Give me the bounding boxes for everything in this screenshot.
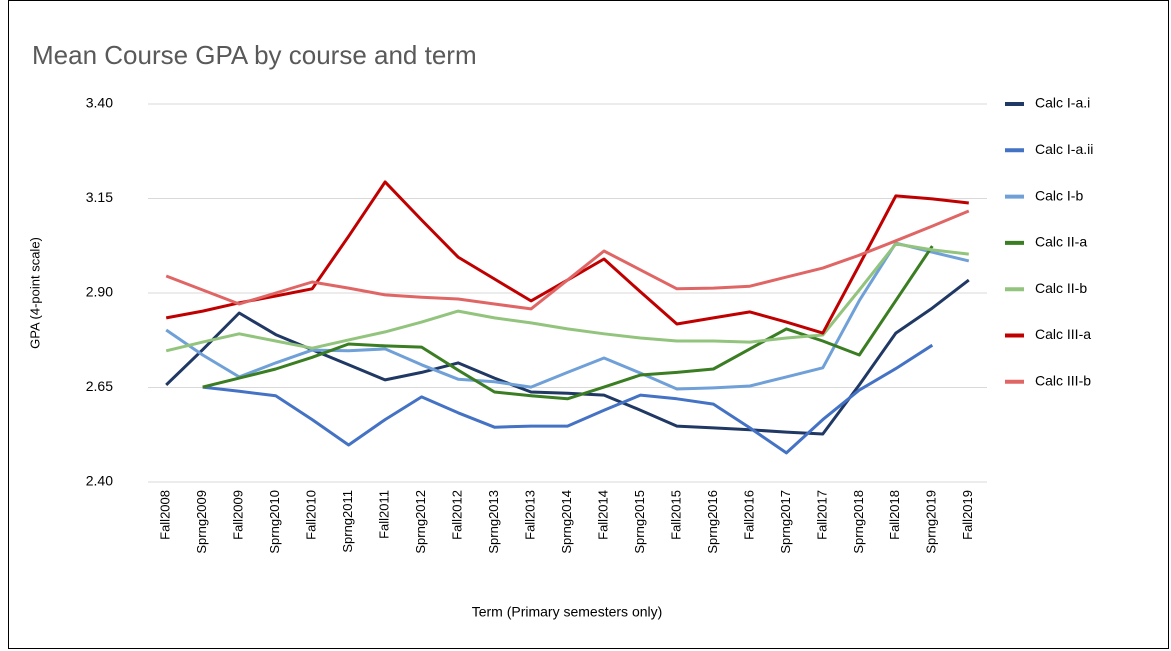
series-line (165, 209, 970, 311)
chart-title: Mean Course GPA by course and term (32, 40, 477, 70)
x-tick-label: Sprng2017 (778, 490, 793, 554)
legend-label: Calc III-a (1035, 326, 1091, 342)
x-tick-label: Sprng2015 (632, 490, 647, 554)
x-tick-label: Fall2019 (960, 490, 975, 540)
x-tick-label: Fall2014 (595, 490, 610, 540)
legend-label: Calc I-b (1035, 187, 1083, 203)
x-tick-label: Sprng2018 (851, 490, 866, 554)
x-tick-label: Fall2011 (377, 490, 392, 539)
x-tick-label: Sprng2013 (486, 490, 501, 554)
series-line (165, 242, 969, 353)
x-tick-label: Fall2018 (887, 490, 902, 540)
y-tick-label: 2.40 (86, 473, 113, 489)
x-axis-title: Term (Primary semesters only) (472, 604, 663, 620)
legend-label: Calc I-a.i (1035, 95, 1090, 111)
x-tick-label: Fall2012 (450, 490, 465, 540)
x-tick-label: Fall2009 (231, 490, 246, 540)
x-tick-label: Sprng2010 (267, 490, 282, 554)
legend-label: Calc III-b (1035, 373, 1091, 389)
x-tick-label: Sprng2009 (194, 490, 209, 554)
y-tick-label: 3.40 (86, 95, 113, 111)
y-tick-label: 3.15 (86, 189, 113, 205)
legend-label: Calc I-a.ii (1035, 141, 1093, 157)
x-tick-label: Fall2008 (158, 490, 173, 540)
x-tick-label: Sprng2014 (559, 490, 574, 554)
x-tick-label: Fall2013 (522, 490, 537, 540)
y-tick-label: 2.90 (86, 284, 113, 300)
y-axis-title: GPA (4-point scale) (27, 237, 42, 349)
y-tick-label: 2.65 (86, 378, 113, 394)
x-tick-label: Fall2010 (304, 490, 319, 540)
x-tick-label: Sprng2012 (413, 490, 428, 554)
x-tick-label: Fall2016 (741, 490, 756, 540)
x-tick-label: Sprng2016 (705, 490, 720, 554)
x-tick-label: Sprng2011 (340, 490, 355, 553)
chart-border (8, 0, 1169, 649)
x-tick-label: Fall2015 (668, 490, 683, 540)
legend-label: Calc II-b (1035, 280, 1087, 296)
x-tick-label: Sprng2019 (924, 490, 939, 554)
series-line (202, 343, 934, 455)
x-tick-label: Fall2017 (814, 490, 829, 540)
legend-label: Calc II-a (1035, 234, 1087, 250)
